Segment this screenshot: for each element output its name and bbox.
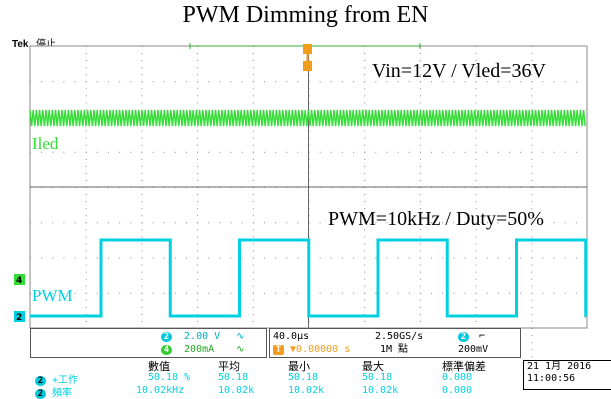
meas-header-value: 數值: [148, 360, 170, 373]
meas-row-freq-badge: 2: [35, 389, 46, 399]
ch2-scale: 2 2.00 V ∿: [161, 331, 245, 342]
meas-row-duty-badge: 2: [35, 376, 46, 386]
meas-freq-min: 10.02k: [288, 385, 325, 396]
meas-duty-value: 50.18 %: [148, 372, 191, 383]
brand-label: Tek: [12, 39, 29, 50]
svg-text:4: 4: [16, 276, 22, 286]
meas-row-freq-name: 頻率: [52, 388, 73, 399]
trigger-offset: T ▼0.00000 s: [273, 344, 350, 355]
meas-freq-mean: 10.02k: [218, 385, 255, 396]
pwm-channel-label: PWM: [32, 286, 73, 305]
ch4-scale: 4 200mA ∿: [161, 344, 245, 355]
scope-header: Tek 停止: [0, 40, 611, 50]
ch2-coupling-icon: ∿: [236, 331, 245, 342]
meas-freq-value: 10.02kHz: [136, 385, 185, 396]
datetime-box: 21 1月 2016 11:00:56: [523, 360, 611, 390]
page-title: PWM Dimming from EN: [182, 2, 429, 28]
channel-scale-box[interactable]: 2 2.00 V ∿ 4 200mA ∿: [30, 328, 267, 358]
sample-rate: 2.50GS/s: [375, 331, 424, 342]
record-length: 1M 點: [380, 344, 409, 355]
trigger-offset-value: ▼0.00000 s: [290, 344, 351, 355]
ch2-badge: 2: [161, 332, 172, 342]
trigger-slope-icon: ⌐: [479, 331, 486, 342]
timebase-box[interactable]: 40.0µs T ▼0.00000 s 2.50GS/s 1M 點 2 ⌐ 20…: [269, 328, 521, 358]
ch4-ground-marker[interactable]: 4: [14, 274, 25, 286]
meas-freq-max: 10.02k: [362, 385, 399, 396]
acquisition-state: 停止: [36, 39, 56, 50]
measurement-table[interactable]: 數值 平均 最小 最大 標準偏差 2 +工作 50.18 % 50.18 50.…: [30, 358, 517, 399]
trigger-source-badge: 2: [458, 332, 469, 342]
time-label: 11:00:56: [527, 373, 576, 384]
ch2-ground-marker[interactable]: 2: [14, 311, 25, 323]
iled-channel-label: Iled: [32, 134, 59, 153]
svg-text:2: 2: [16, 313, 22, 323]
ch4-coupling-icon: ∿: [236, 344, 245, 355]
trigger-icon: T: [273, 345, 284, 355]
meas-row-freq: 2 頻率: [35, 384, 72, 399]
meas-freq-stddev: 0.000: [442, 385, 473, 396]
trigger-position-marker[interactable]: [303, 44, 312, 71]
trigger-source: 2 ⌐: [458, 331, 485, 342]
meas-duty-min: 50.18: [288, 372, 319, 383]
meas-header-stddev: 標準偏差: [442, 360, 486, 373]
pwm-annotation: PWM=10kHz / Duty=50%: [328, 208, 544, 230]
iled-annotation: Vin=12V / Vled=36V: [372, 60, 546, 82]
time-per-div: 40.0µs: [273, 331, 310, 342]
meas-duty-stddev: 0.000: [442, 372, 473, 383]
meas-duty-max: 50.18: [362, 372, 393, 383]
date-label: 21 1月 2016: [527, 361, 592, 372]
pwm-waveform: [30, 238, 588, 318]
meas-row-duty: 2 +工作: [35, 371, 78, 386]
meas-header-mean: 平均: [218, 360, 240, 373]
meas-header-min: 最小: [288, 360, 310, 373]
iled-waveform: [29, 109, 586, 127]
meas-header-max: 最大: [362, 360, 384, 373]
meas-duty-mean: 50.18: [218, 372, 249, 383]
meas-row-duty-name: +工作: [52, 375, 79, 386]
ch4-badge: 4: [161, 345, 172, 355]
ch4-amps-div: 200mA: [184, 344, 215, 355]
ch2-volts-div: 2.00 V: [184, 331, 221, 342]
trigger-level: 200mV: [458, 344, 489, 355]
